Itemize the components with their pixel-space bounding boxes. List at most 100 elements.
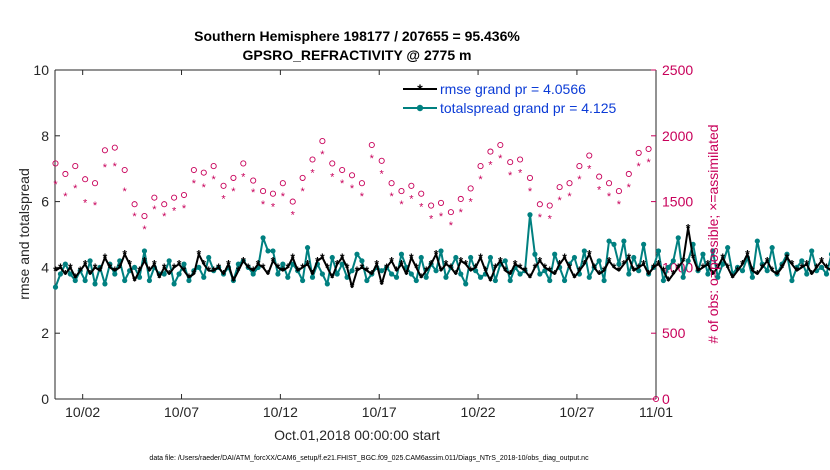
rmse-point: * [795, 264, 800, 278]
obs-possible-point [447, 209, 454, 216]
totalspread-point [122, 277, 128, 284]
rmse-point: * [557, 258, 562, 272]
obs-possible-point [180, 191, 188, 199]
obs-assimilated-point: * [409, 194, 414, 206]
obs-assimilated-point: * [212, 174, 217, 186]
obs-possible-point [615, 188, 622, 195]
totalspread-point [468, 254, 474, 261]
rmse-point: * [780, 261, 785, 275]
rmse-point: * [538, 254, 543, 268]
y-axis-left-ticks: 0 2 4 6 8 10 [33, 62, 60, 407]
rmse-point: * [760, 261, 765, 275]
totalspread-point [67, 271, 73, 277]
obs-assimilated-point: * [231, 186, 236, 198]
obs-possible-point [260, 188, 267, 195]
obs-assimilated-point: * [350, 183, 355, 195]
obs-assimilated-point: * [577, 174, 582, 186]
rmse-point: * [256, 258, 261, 272]
rmse-point: * [696, 264, 701, 278]
obs-assimilated-point: * [113, 161, 118, 173]
rmse-point: * [355, 264, 360, 278]
rmse-point: * [206, 264, 211, 278]
totalspread-point [675, 235, 681, 241]
totalspread-point [537, 271, 543, 277]
rmse-point: * [300, 261, 305, 275]
obs-possible-point [131, 201, 138, 208]
rmse-point: * [167, 267, 172, 281]
obs-possible-point [250, 177, 257, 184]
obs-possible-point [418, 190, 425, 197]
rmse-point: * [172, 261, 177, 275]
rmse-point: * [686, 221, 691, 235]
rmse-point: * [745, 248, 750, 262]
totalspread-point [547, 277, 553, 284]
totalspread-point [72, 277, 78, 284]
rmse-point: * [384, 261, 389, 275]
totalspread-point [300, 277, 306, 284]
obs-possible-point [279, 180, 286, 187]
rmse-point: * [290, 251, 295, 265]
totalspread-point [823, 271, 830, 277]
totalspread-point [685, 258, 691, 264]
rmse-point: * [93, 261, 98, 275]
obs-possible-point [605, 180, 613, 187]
obs-assimilated-point: * [83, 198, 88, 210]
obs-possible-point [91, 180, 99, 187]
y-right-tick-label: 2500 [662, 62, 693, 78]
rmse-point: * [661, 264, 666, 278]
rmse-point: * [241, 254, 246, 268]
totalspread-point [606, 238, 612, 244]
obs-possible-point [586, 152, 593, 159]
y-left-tick-label: 8 [41, 128, 49, 144]
x-tick-label: 10/17 [362, 404, 397, 420]
data-file-footnote: data file: /Users/raeder/DAI/ATM_forcXX/… [149, 455, 589, 462]
series-rmse: * * * ** * ** * *** * ******* *** * * * * * *** * * * ***** *… [53, 221, 830, 295]
rmse-point: * [127, 258, 132, 272]
obs-possible-point [576, 163, 583, 170]
rmse-point: * [424, 264, 429, 278]
obs-assimilated-point: * [340, 178, 345, 190]
rmse-point: * [192, 267, 197, 281]
totalspread-point [285, 274, 291, 280]
y-left-tick-label: 10 [33, 62, 49, 78]
rmse-point: * [523, 264, 528, 278]
totalspread-point [265, 248, 271, 254]
rmse-point: * [310, 267, 315, 281]
rmse-point: * [360, 261, 365, 275]
rmse-point: * [656, 258, 661, 272]
chart-title-line-2: GPSRO_REFRACTIVITY @ 2775 m [243, 47, 472, 63]
obs-assimilated-point: * [261, 199, 266, 211]
rmse-point: * [187, 271, 192, 285]
obs-assimilated-point: * [320, 149, 325, 161]
y-right-tick-label: 0 [662, 391, 670, 407]
totalspread-point [804, 271, 810, 277]
obs-possible-point [497, 141, 504, 149]
totalspread-point [339, 261, 345, 267]
obs-possible-point [487, 148, 494, 155]
rmse-point: * [157, 271, 162, 285]
rmse-point: * [53, 264, 58, 278]
rmse-point: * [315, 254, 320, 268]
obs-assimilated-point: * [202, 182, 207, 194]
obs-assimilated-point: * [93, 200, 98, 212]
totalspread-point [354, 251, 360, 257]
rmse-point: * [473, 261, 478, 275]
totalspread-point [235, 261, 241, 267]
obs-assimilated-point: * [567, 191, 572, 203]
rmse-point: * [478, 251, 483, 265]
rmse-point: * [824, 261, 829, 275]
rmse-point: * [271, 254, 276, 268]
totalspread-point [161, 271, 167, 277]
obs-assimilated-point: * [152, 204, 157, 216]
rmse-point: * [740, 258, 745, 272]
rmse-point: * [725, 261, 730, 275]
rmse-point: * [503, 264, 508, 278]
totalspread-point [413, 277, 419, 284]
rmse-point: * [636, 261, 641, 275]
totalspread-point [423, 274, 429, 280]
rmse-point: * [750, 264, 755, 278]
obs-possible-point [437, 199, 445, 206]
totalspread-point [799, 258, 805, 264]
y-left-tick-label: 4 [41, 259, 49, 275]
obs-assimilated-point: * [557, 195, 562, 207]
